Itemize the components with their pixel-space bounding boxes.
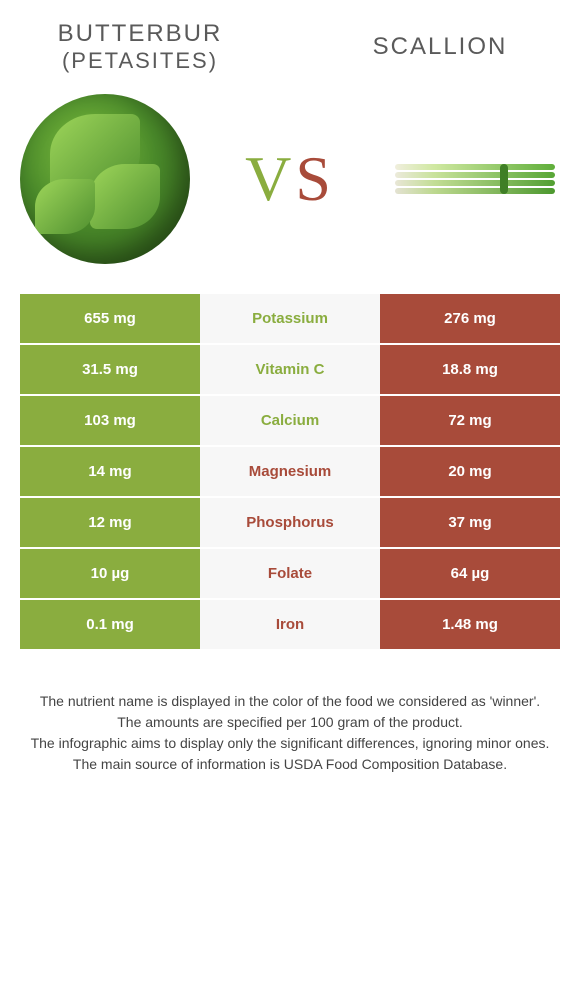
footer-line3: The infographic aims to display only the… [20,733,560,754]
cell-nutrient-label: Calcium [200,396,380,447]
cell-left-value: 0.1 mg [20,600,200,651]
cell-left-value: 10 µg [20,549,200,600]
footer-line1: The nutrient name is displayed in the co… [20,691,560,712]
table-row: 655 mgPotassium276 mg [20,294,560,345]
footer-line4: The main source of information is USDA F… [20,754,560,775]
cell-left-value: 103 mg [20,396,200,447]
cell-left-value: 31.5 mg [20,345,200,396]
cell-left-value: 14 mg [20,447,200,498]
cell-left-value: 655 mg [20,294,200,345]
cell-nutrient-label: Iron [200,600,380,651]
table-row: 14 mgMagnesium20 mg [20,447,560,498]
header: Butterbur (Petasites) Scallion [0,0,580,84]
images-row: VS [0,84,580,294]
cell-nutrient-label: Folate [200,549,380,600]
title-butterbur: Butterbur (Petasites) [40,20,240,74]
table-row: 31.5 mgVitamin C18.8 mg [20,345,560,396]
scallion-image [390,134,560,224]
cell-right-value: 20 mg [380,447,560,498]
cell-right-value: 18.8 mg [380,345,560,396]
vs-v: V [245,143,295,214]
cell-nutrient-label: Potassium [200,294,380,345]
cell-nutrient-label: Magnesium [200,447,380,498]
table-row: 0.1 mgIron1.48 mg [20,600,560,651]
cell-left-value: 12 mg [20,498,200,549]
cell-right-value: 1.48 mg [380,600,560,651]
cell-right-value: 37 mg [380,498,560,549]
footer-line2: The amounts are specified per 100 gram o… [20,712,560,733]
table-row: 12 mgPhosphorus37 mg [20,498,560,549]
vs-s: S [295,143,335,214]
cell-right-value: 72 mg [380,396,560,447]
nutrient-table: 655 mgPotassium276 mg31.5 mgVitamin C18.… [20,294,560,651]
table-row: 103 mgCalcium72 mg [20,396,560,447]
vs-label: VS [245,142,335,216]
footer-notes: The nutrient name is displayed in the co… [0,651,580,795]
cell-nutrient-label: Phosphorus [200,498,380,549]
title-scallion: Scallion [340,33,540,61]
table-row: 10 µgFolate64 µg [20,549,560,600]
cell-right-value: 276 mg [380,294,560,345]
cell-right-value: 64 µg [380,549,560,600]
title-left-line2: (Petasites) [40,48,240,74]
butterbur-image [20,94,190,264]
cell-nutrient-label: Vitamin C [200,345,380,396]
title-left-line1: Butterbur [58,20,223,47]
